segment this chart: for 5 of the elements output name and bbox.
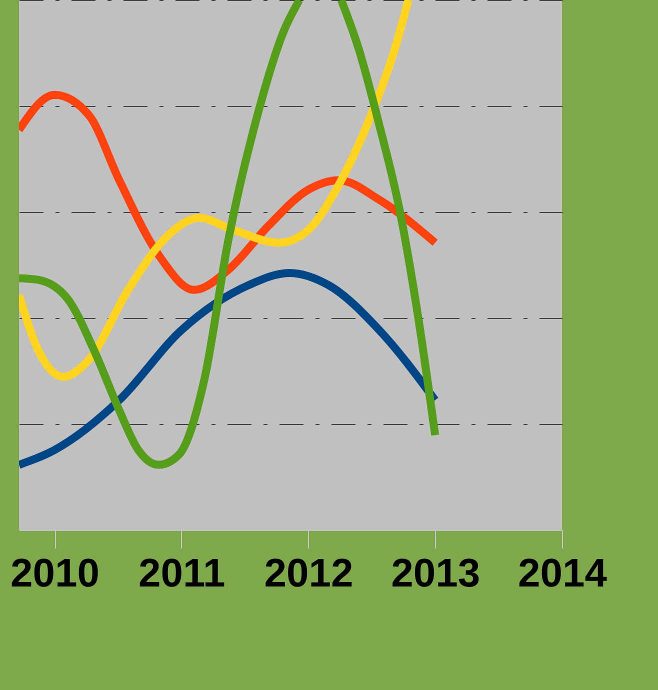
x-tick-label: 2012	[264, 552, 354, 596]
x-tick-label: 2011	[138, 552, 226, 596]
x-tick-label: 2013	[391, 552, 480, 596]
x-tick-label: 2014	[518, 552, 608, 596]
x-tick-label: 2010	[10, 552, 100, 596]
